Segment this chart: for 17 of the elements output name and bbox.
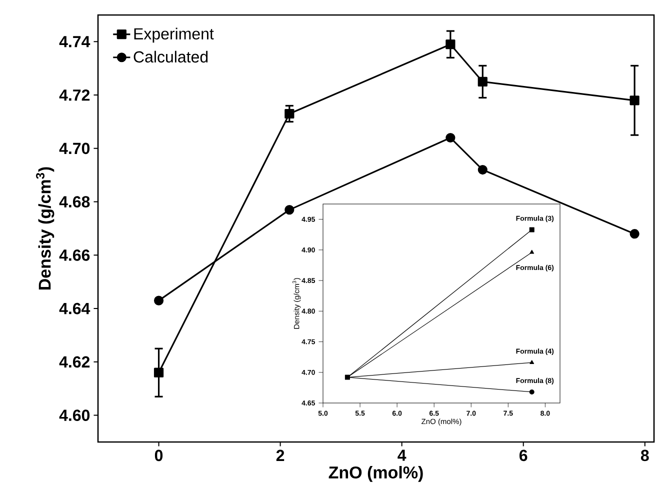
y-axis-title: Density (g/cm$^{3}$) (36, 167, 54, 290)
y-tick-label: 4.62 (59, 356, 90, 368)
x-tick-label: 2 (276, 450, 284, 461)
x-tick-label: 8 (640, 450, 649, 462)
legend-label: Calculated (134, 50, 208, 63)
y-tick-label: 4.70 (59, 142, 90, 154)
x-axis-title: ZnO (mol%) (328, 466, 423, 482)
y-tick-label: 4.60 (59, 410, 90, 421)
x-tick-label: 4 (398, 450, 406, 461)
y-tick-label: 4.68 (59, 196, 90, 208)
y-tick-label: 4.74 (59, 36, 90, 48)
x-tick-label: 0 (154, 450, 163, 462)
y-tick-label: 4.64 (59, 302, 90, 314)
y-tick-label: 4.66 (59, 250, 90, 261)
x-tick-label: 6 (519, 450, 528, 462)
legend-label: Experiment (134, 28, 214, 43)
y-tick-label: 4.72 (59, 89, 90, 101)
